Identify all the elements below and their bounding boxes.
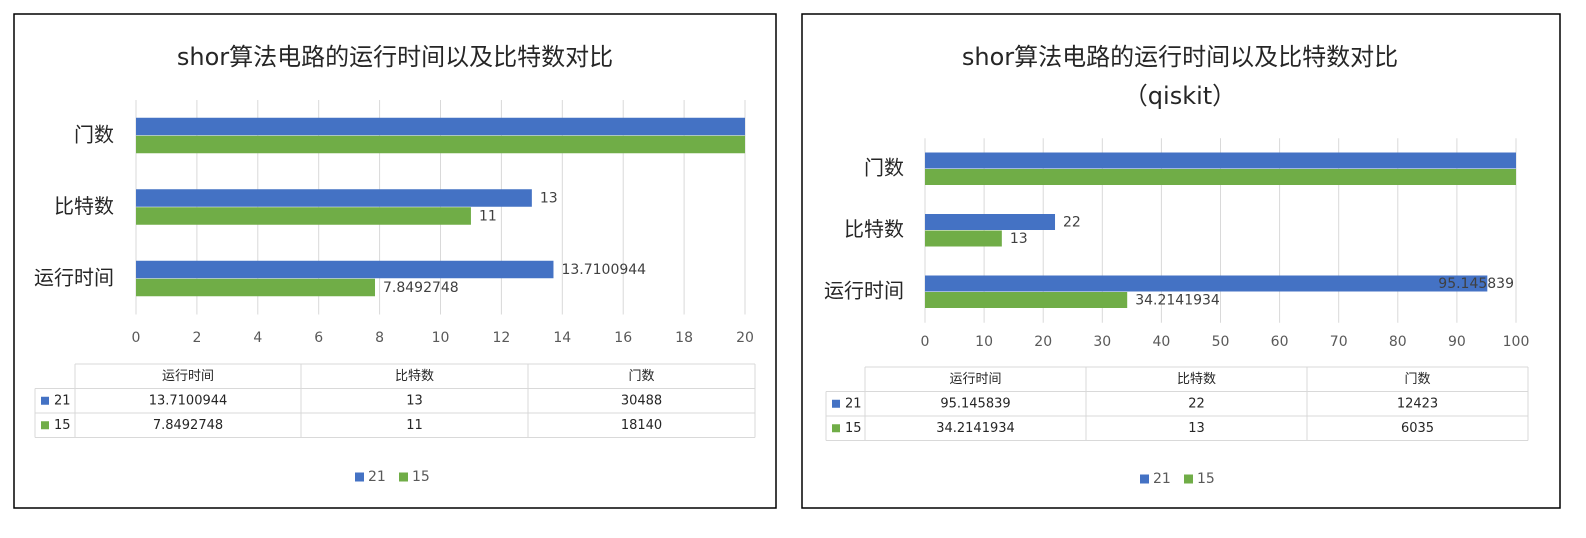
table-header: 运行时间: [162, 369, 214, 384]
x-tick-label: 4: [253, 330, 262, 346]
category-label: 比特数: [54, 194, 114, 218]
bar: [136, 117, 745, 136]
table-cell: 13: [1188, 421, 1205, 436]
bar: [136, 207, 471, 225]
x-tick-label: 20: [1034, 334, 1052, 350]
table-cell: 34.2141934: [936, 421, 1015, 436]
data-label: 95.145839: [1438, 276, 1514, 292]
table-row-label: 15: [54, 418, 71, 433]
table-header: 门数: [628, 369, 654, 384]
table-cell: 95.145839: [940, 396, 1010, 411]
table-header: 运行时间: [949, 372, 1001, 387]
table-key: [832, 399, 840, 408]
x-tick-label: 80: [1389, 334, 1407, 350]
bar: [925, 169, 1516, 185]
plot-area: [136, 117, 745, 297]
x-tick-label: 10: [432, 330, 450, 346]
table-header: 比特数: [395, 369, 434, 384]
bar: [925, 152, 1516, 169]
table-header: 比特数: [1177, 372, 1216, 387]
data-label: 7.8492748: [383, 280, 459, 296]
table-cell: 18140: [621, 418, 662, 433]
legend-key: [1140, 474, 1149, 484]
category-label: 门数: [74, 122, 114, 146]
plot-area: [925, 152, 1516, 308]
x-tick-label: 12: [492, 330, 510, 346]
table-key: [41, 396, 49, 405]
bar: [925, 214, 1056, 230]
category-label: 运行时间: [34, 265, 114, 289]
legend-label: 21: [1153, 471, 1171, 487]
bar: [925, 230, 1002, 247]
x-tick-label: 50: [1212, 334, 1230, 350]
x-tick-label: 0: [921, 334, 930, 350]
table-cell: 13.7100944: [149, 393, 228, 408]
bar: [136, 260, 554, 279]
table-key: [41, 421, 49, 430]
chart-title: shor算法电路的运行时间以及比特数对比: [177, 43, 613, 71]
x-tick-label: 10: [975, 334, 993, 350]
x-tick-label: 40: [1152, 334, 1170, 350]
bar: [136, 135, 745, 154]
table-cell: 12423: [1397, 396, 1438, 411]
x-tick-label: 18: [675, 330, 693, 346]
table-cell: 22: [1188, 396, 1205, 411]
table-cell: 7.8492748: [153, 418, 223, 433]
x-tick-label: 14: [553, 330, 571, 346]
x-tick-label: 100: [1503, 334, 1530, 350]
x-tick-label: 16: [614, 330, 632, 346]
legend-key: [355, 472, 364, 482]
data-label: 34.2141934: [1135, 292, 1220, 308]
legend-label: 21: [368, 469, 386, 485]
table-header: 门数: [1404, 372, 1430, 387]
bar: [136, 189, 532, 207]
category-label: 比特数: [844, 217, 904, 241]
x-tick-label: 90: [1448, 334, 1466, 350]
table-cell: 11: [406, 418, 423, 433]
legend-key: [399, 472, 408, 482]
legend-key: [1184, 474, 1193, 484]
bar: [136, 278, 376, 297]
table-cell: 13: [406, 393, 423, 408]
x-tick-label: 20: [736, 330, 754, 346]
table-key: [832, 424, 840, 433]
table-row-label: 21: [845, 396, 862, 411]
data-label: 13.7100944: [561, 262, 646, 278]
category-label: 运行时间: [824, 279, 904, 303]
data-label: 22: [1063, 214, 1081, 230]
x-tick-label: 6: [314, 330, 323, 346]
x-tick-label: 8: [375, 330, 384, 346]
table-cell: 6035: [1401, 421, 1434, 436]
x-tick-label: 70: [1330, 334, 1348, 350]
x-tick-label: 30: [1093, 334, 1111, 350]
data-label: 13: [540, 190, 558, 206]
chart-title: （qiskit）: [1124, 82, 1236, 110]
chart-title: shor算法电路的运行时间以及比特数对比: [962, 43, 1398, 71]
legend-label: 15: [1197, 471, 1215, 487]
x-tick-label: 0: [132, 330, 141, 346]
bar: [925, 292, 1128, 308]
chart-frame: [801, 13, 1561, 509]
data-label: 13: [1010, 231, 1028, 247]
x-tick-label: 60: [1271, 334, 1289, 350]
legend-label: 15: [412, 469, 430, 485]
table-cell: 30488: [621, 393, 662, 408]
bar: [925, 275, 1488, 292]
table-row-label: 21: [54, 393, 71, 408]
data-label: 11: [479, 208, 497, 224]
table-row-label: 15: [845, 421, 862, 436]
category-label: 门数: [864, 156, 904, 180]
x-tick-label: 2: [192, 330, 201, 346]
